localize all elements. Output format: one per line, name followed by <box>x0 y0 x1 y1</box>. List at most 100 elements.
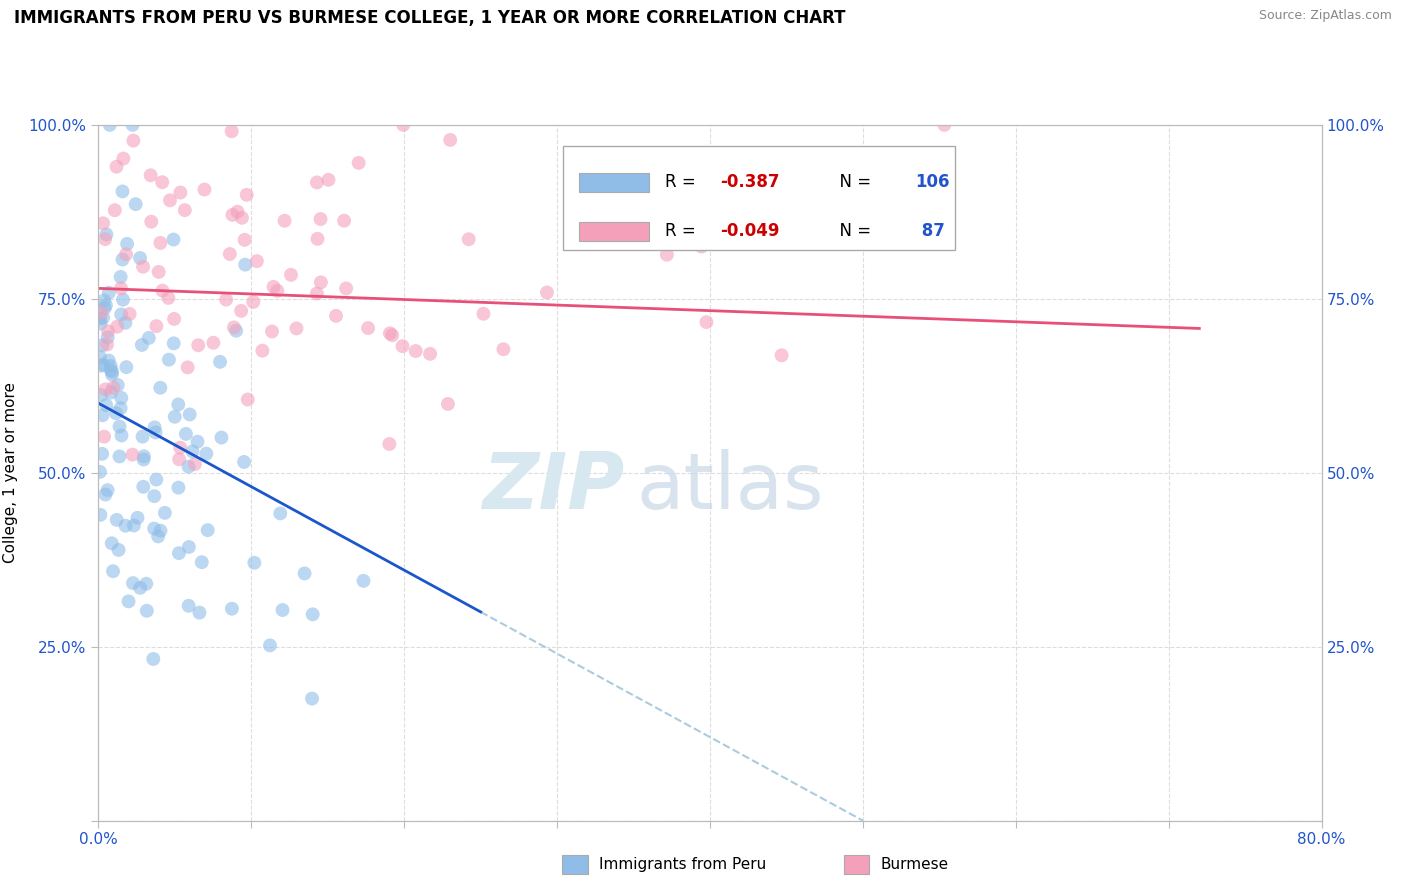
Point <box>163 312 186 326</box>
Point <box>143 489 166 503</box>
Point <box>169 186 191 200</box>
Point <box>110 281 132 295</box>
Point <box>94 487 117 501</box>
Point <box>934 118 956 132</box>
Point <box>93 430 115 444</box>
Point <box>104 406 127 420</box>
Point <box>148 265 170 279</box>
Point <box>121 118 143 132</box>
Point <box>141 215 163 229</box>
Point <box>391 339 413 353</box>
Point <box>132 450 155 464</box>
Point <box>96 337 118 351</box>
Point <box>472 307 495 321</box>
Point <box>90 317 112 331</box>
Text: N =: N = <box>830 173 877 191</box>
Point <box>89 465 111 479</box>
Point <box>405 344 427 359</box>
Point <box>90 359 112 373</box>
Point <box>152 284 174 298</box>
Point <box>115 247 138 261</box>
Point <box>294 566 316 581</box>
Point <box>226 204 249 219</box>
Point <box>108 419 131 434</box>
Point <box>114 518 136 533</box>
Point <box>259 639 281 653</box>
Point <box>187 338 209 352</box>
Point <box>110 391 132 405</box>
Point <box>179 408 201 422</box>
Point <box>188 606 211 620</box>
Point <box>218 247 240 261</box>
Point <box>91 310 114 325</box>
Point <box>97 285 120 300</box>
Point <box>266 284 288 298</box>
Point <box>157 291 180 305</box>
Point <box>325 309 347 323</box>
Point <box>97 483 120 497</box>
Point <box>236 392 259 407</box>
Point <box>131 338 153 352</box>
Point <box>149 381 172 395</box>
Point <box>89 350 111 364</box>
Point <box>142 652 165 666</box>
Point <box>132 480 155 494</box>
Point <box>107 543 129 558</box>
Point <box>655 248 678 262</box>
Point <box>139 169 162 183</box>
Point <box>307 232 329 246</box>
Point <box>97 330 120 344</box>
Point <box>101 365 124 379</box>
Point <box>105 319 128 334</box>
Point <box>252 343 274 358</box>
Point <box>157 352 180 367</box>
Point <box>215 293 238 307</box>
Point <box>273 214 295 228</box>
Point <box>111 252 134 267</box>
Point <box>104 203 127 218</box>
Point <box>221 208 243 222</box>
Point <box>181 444 204 458</box>
Point <box>695 315 717 329</box>
Point <box>209 431 232 445</box>
Point <box>437 397 460 411</box>
Point <box>347 156 370 170</box>
Point <box>118 307 141 321</box>
Point <box>110 307 132 321</box>
Point <box>221 124 243 138</box>
Point <box>333 213 356 227</box>
Point <box>110 269 132 284</box>
Point <box>115 360 138 375</box>
Point <box>184 457 207 471</box>
Point <box>381 328 404 343</box>
Point <box>159 194 181 208</box>
Point <box>150 175 173 189</box>
Point <box>149 235 172 250</box>
Point <box>177 599 200 613</box>
Point <box>225 324 247 338</box>
Point <box>117 594 139 608</box>
Point <box>197 523 219 537</box>
Point <box>202 335 225 350</box>
Y-axis label: College, 1 year or more: College, 1 year or more <box>3 383 17 563</box>
Point <box>174 426 197 441</box>
Point <box>176 360 198 375</box>
Point <box>121 448 143 462</box>
Point <box>132 452 155 467</box>
Point <box>96 398 118 412</box>
Point <box>110 401 132 416</box>
Point <box>91 338 114 352</box>
Point <box>419 347 441 361</box>
Point <box>353 574 375 588</box>
Point <box>301 691 323 706</box>
Point <box>101 564 124 578</box>
Point <box>378 437 401 451</box>
Point <box>146 529 169 543</box>
Point <box>110 428 132 442</box>
FancyBboxPatch shape <box>564 145 955 250</box>
Point <box>233 455 256 469</box>
Point <box>163 409 186 424</box>
Point <box>129 251 152 265</box>
Point <box>167 546 190 560</box>
Point <box>149 524 172 538</box>
